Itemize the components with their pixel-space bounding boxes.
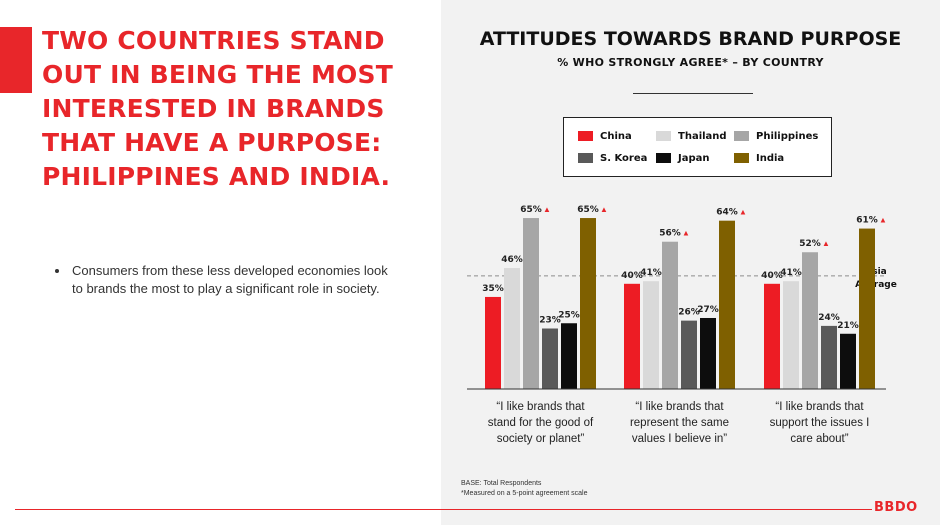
- bar-china-1: [624, 283, 640, 389]
- data-label: 61%: [856, 216, 878, 226]
- bar-japan-0: [561, 323, 577, 389]
- data-label: 41%: [780, 268, 802, 278]
- data-label: 41%: [640, 268, 662, 278]
- data-label: 27%: [697, 305, 719, 315]
- category-label: support the issues I: [770, 417, 870, 429]
- up-triangle-icon: ▲: [879, 216, 887, 225]
- legend-item: Thailand: [656, 129, 727, 143]
- data-label: 52%: [799, 239, 821, 249]
- footnote-scale: *Measured on a 5-point agreement scale: [461, 490, 588, 497]
- legend-label: Philippines: [756, 130, 819, 142]
- legend-label: China: [600, 130, 632, 142]
- bar-india-2: [859, 228, 875, 389]
- asia-average-label: Asia: [865, 267, 886, 277]
- data-label: 21%: [837, 321, 859, 331]
- bar-japan-1: [700, 317, 716, 389]
- bar-china-2: [764, 283, 780, 389]
- bar-thailand-2: [783, 281, 799, 389]
- accent-bar: [0, 27, 32, 93]
- brand-logo: BBDO: [874, 500, 918, 515]
- data-label: 40%: [621, 271, 643, 281]
- bar-philippines-2: [802, 252, 818, 389]
- legend-swatch: [578, 131, 593, 141]
- bullet-list: Consumers from these less developed econ…: [50, 262, 400, 298]
- data-label: 56%: [659, 229, 681, 239]
- bar-s-korea-1: [681, 320, 697, 389]
- bar-china-0: [485, 296, 501, 389]
- legend-label: India: [756, 152, 785, 164]
- data-label: 46%: [501, 255, 523, 265]
- legend-item: Japan: [656, 151, 710, 165]
- category-label: stand for the good of: [488, 417, 594, 429]
- title-divider: [633, 93, 753, 94]
- up-triangle-icon: ▲: [682, 229, 690, 238]
- asia-average-label: Average: [855, 280, 897, 290]
- up-triangle-icon: ▲: [739, 208, 747, 217]
- category-label: “I like brands that: [496, 401, 585, 413]
- legend-label: Japan: [678, 152, 710, 164]
- up-triangle-icon: ▲: [600, 205, 608, 214]
- footnote-base: BASE: Total Respondents: [461, 480, 542, 487]
- up-triangle-icon: ▲: [822, 239, 830, 248]
- bar-thailand-1: [643, 281, 659, 389]
- headline: TWO COUNTRIES STAND OUT IN BEING THE MOS…: [42, 26, 393, 191]
- data-label: 24%: [818, 313, 840, 323]
- chart-legend: China Thailand Philippines S. Korea Japan Ind…: [563, 117, 832, 177]
- bar-s-korea-0: [542, 328, 558, 389]
- footnote: BASE: Total Respondents *Measured on a 5…: [461, 479, 587, 499]
- legend-swatch: [578, 153, 593, 163]
- legend-swatch: [656, 131, 671, 141]
- legend-item: China: [578, 129, 632, 143]
- bar-thailand-0: [504, 268, 520, 389]
- bar-japan-2: [840, 333, 856, 389]
- data-label: 64%: [716, 208, 738, 218]
- chart-title: ATTITUDES TOWARDS BRAND PURPOSE: [479, 28, 902, 50]
- data-label: 23%: [539, 316, 561, 326]
- category-label: values I believe in”: [632, 433, 727, 445]
- data-label: 65%: [577, 205, 599, 215]
- category-label: “I like brands that: [775, 401, 864, 413]
- chart-subtitle: % WHO STRONGLY AGREE* – BY COUNTRY: [557, 56, 824, 69]
- data-label: 65%: [520, 205, 542, 215]
- legend-item: S. Korea: [578, 151, 647, 165]
- legend-label: S. Korea: [600, 152, 648, 164]
- bar-india-0: [580, 218, 596, 389]
- up-triangle-icon: ▲: [543, 205, 551, 214]
- data-label: 25%: [558, 310, 580, 320]
- legend-item: Philippines: [734, 129, 818, 143]
- category-label: represent the same: [630, 417, 729, 429]
- bar-india-1: [719, 220, 735, 389]
- legend-swatch: [734, 153, 749, 163]
- legend-label: Thailand: [678, 130, 727, 142]
- bullet-item: Consumers from these less developed econ…: [70, 262, 400, 298]
- legend-swatch: [656, 153, 671, 163]
- legend-item: India: [734, 151, 784, 165]
- bar-s-korea-2: [821, 325, 837, 389]
- category-label: society or planet”: [497, 433, 585, 445]
- category-label: care about”: [790, 433, 848, 445]
- data-label: 40%: [761, 271, 783, 281]
- data-label: 35%: [482, 284, 504, 294]
- bar-philippines-0: [523, 218, 539, 389]
- bar-philippines-1: [662, 241, 678, 389]
- legend-swatch: [734, 131, 749, 141]
- footer-divider: [15, 509, 872, 510]
- category-label: “I like brands that: [635, 401, 724, 413]
- data-label: 26%: [678, 308, 700, 318]
